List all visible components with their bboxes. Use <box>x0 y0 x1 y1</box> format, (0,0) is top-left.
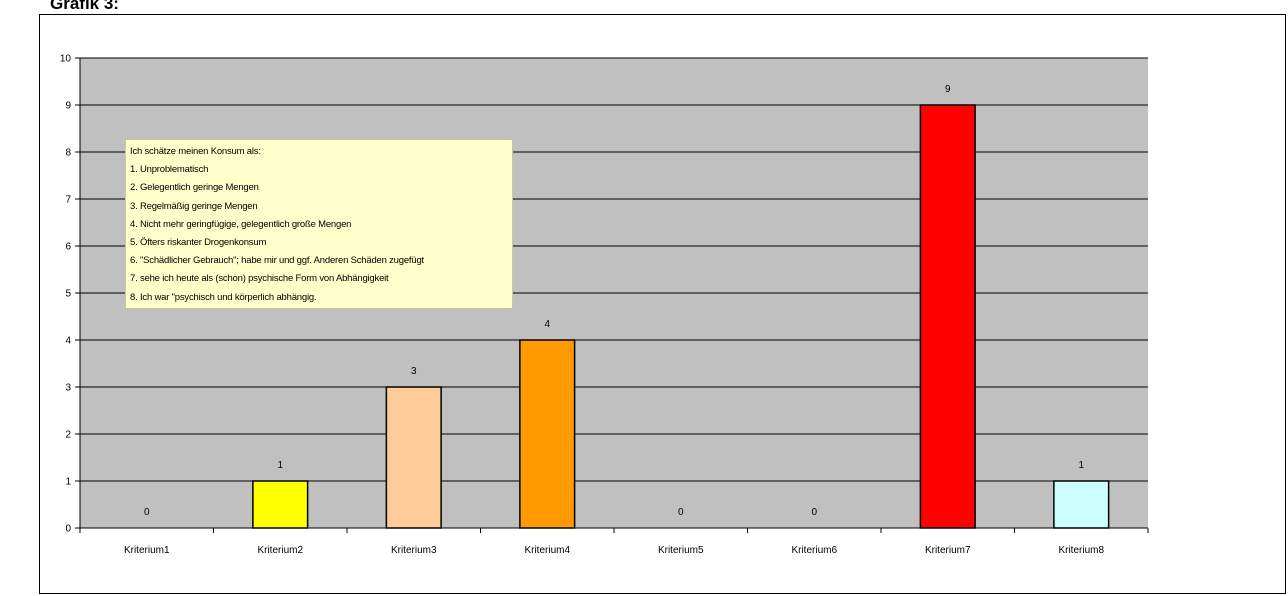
bar-Kriterium2 <box>252 480 309 529</box>
data-label: 1 <box>277 460 283 471</box>
y-tick-label: 0 <box>65 524 71 535</box>
y-tick-label: 8 <box>65 148 71 159</box>
y-tick-label: 9 <box>65 101 71 112</box>
y-tick-label: 7 <box>65 195 71 206</box>
x-tick-label: Kriterium3 <box>391 545 437 556</box>
x-tick-label: Kriterium2 <box>257 545 303 556</box>
x-tick-label: Kriterium4 <box>524 545 570 556</box>
x-tick-label: Kriterium8 <box>1058 545 1104 556</box>
page-heading: Grafik 3: <box>50 0 119 13</box>
data-label: 3 <box>411 366 417 377</box>
x-tick-label: Kriterium7 <box>925 545 971 556</box>
y-tick-label: 2 <box>65 430 71 441</box>
legend-line: 1. Unproblematisch <box>130 164 209 176</box>
legend-annotation: Ich schätze meinen Konsum als: 1. Unprob… <box>125 139 513 309</box>
data-label: 0 <box>678 507 684 518</box>
legend-line: 5. Öfters riskanter Drogenkonsum <box>130 237 267 249</box>
legend-line: 6. "Schädlicher Gebrauch"; habe mir und … <box>130 255 424 267</box>
y-tick-labels: 0 1 2 3 4 5 6 7 8 9 10 <box>60 54 72 535</box>
x-tick-label: Kriterium5 <box>658 545 704 556</box>
data-label: 0 <box>144 507 150 518</box>
bars <box>252 104 1110 529</box>
data-label: 1 <box>1078 460 1084 471</box>
legend-line: 4. Nicht mehr geringfügige, gelegentlich… <box>130 218 352 230</box>
value-labels: 0 1 3 4 0 0 9 1 <box>144 84 1085 518</box>
x-tick-label: Kriterium1 <box>124 545 170 556</box>
legend-line: 7. sehe ich heute als (schon) psychische… <box>130 273 389 285</box>
bar-Kriterium3 <box>385 386 442 529</box>
y-tick-label: 1 <box>65 477 71 488</box>
data-label: 4 <box>544 319 550 330</box>
y-tick-label: 5 <box>65 289 71 300</box>
data-label: 0 <box>811 507 817 518</box>
x-tick-label: Kriterium6 <box>791 545 837 556</box>
data-label: 9 <box>945 84 951 95</box>
bar-Kriterium4 <box>519 339 576 529</box>
y-tick-label: 3 <box>65 383 71 394</box>
y-tick-label: 6 <box>65 242 71 253</box>
y-tick-label: 4 <box>65 336 71 347</box>
legend-line: 8. Ich war "psychisch und körperlich abh… <box>130 291 317 303</box>
x-tick-labels: Kriterium1 Kriterium2 Kriterium3 Kriterium4… <box>124 545 1105 556</box>
y-tick-label: 10 <box>60 54 72 65</box>
legend-line: 2. Gelegentlich geringe Mengen <box>130 182 259 194</box>
legend-line: Ich schätze meinen Konsum als: <box>130 146 261 157</box>
bar-Kriterium7 <box>919 104 976 529</box>
legend-line: 3. Regelmäßig geringe Mengen <box>130 200 258 212</box>
axes <box>75 57 1149 533</box>
bar-Kriterium8 <box>1053 480 1110 529</box>
